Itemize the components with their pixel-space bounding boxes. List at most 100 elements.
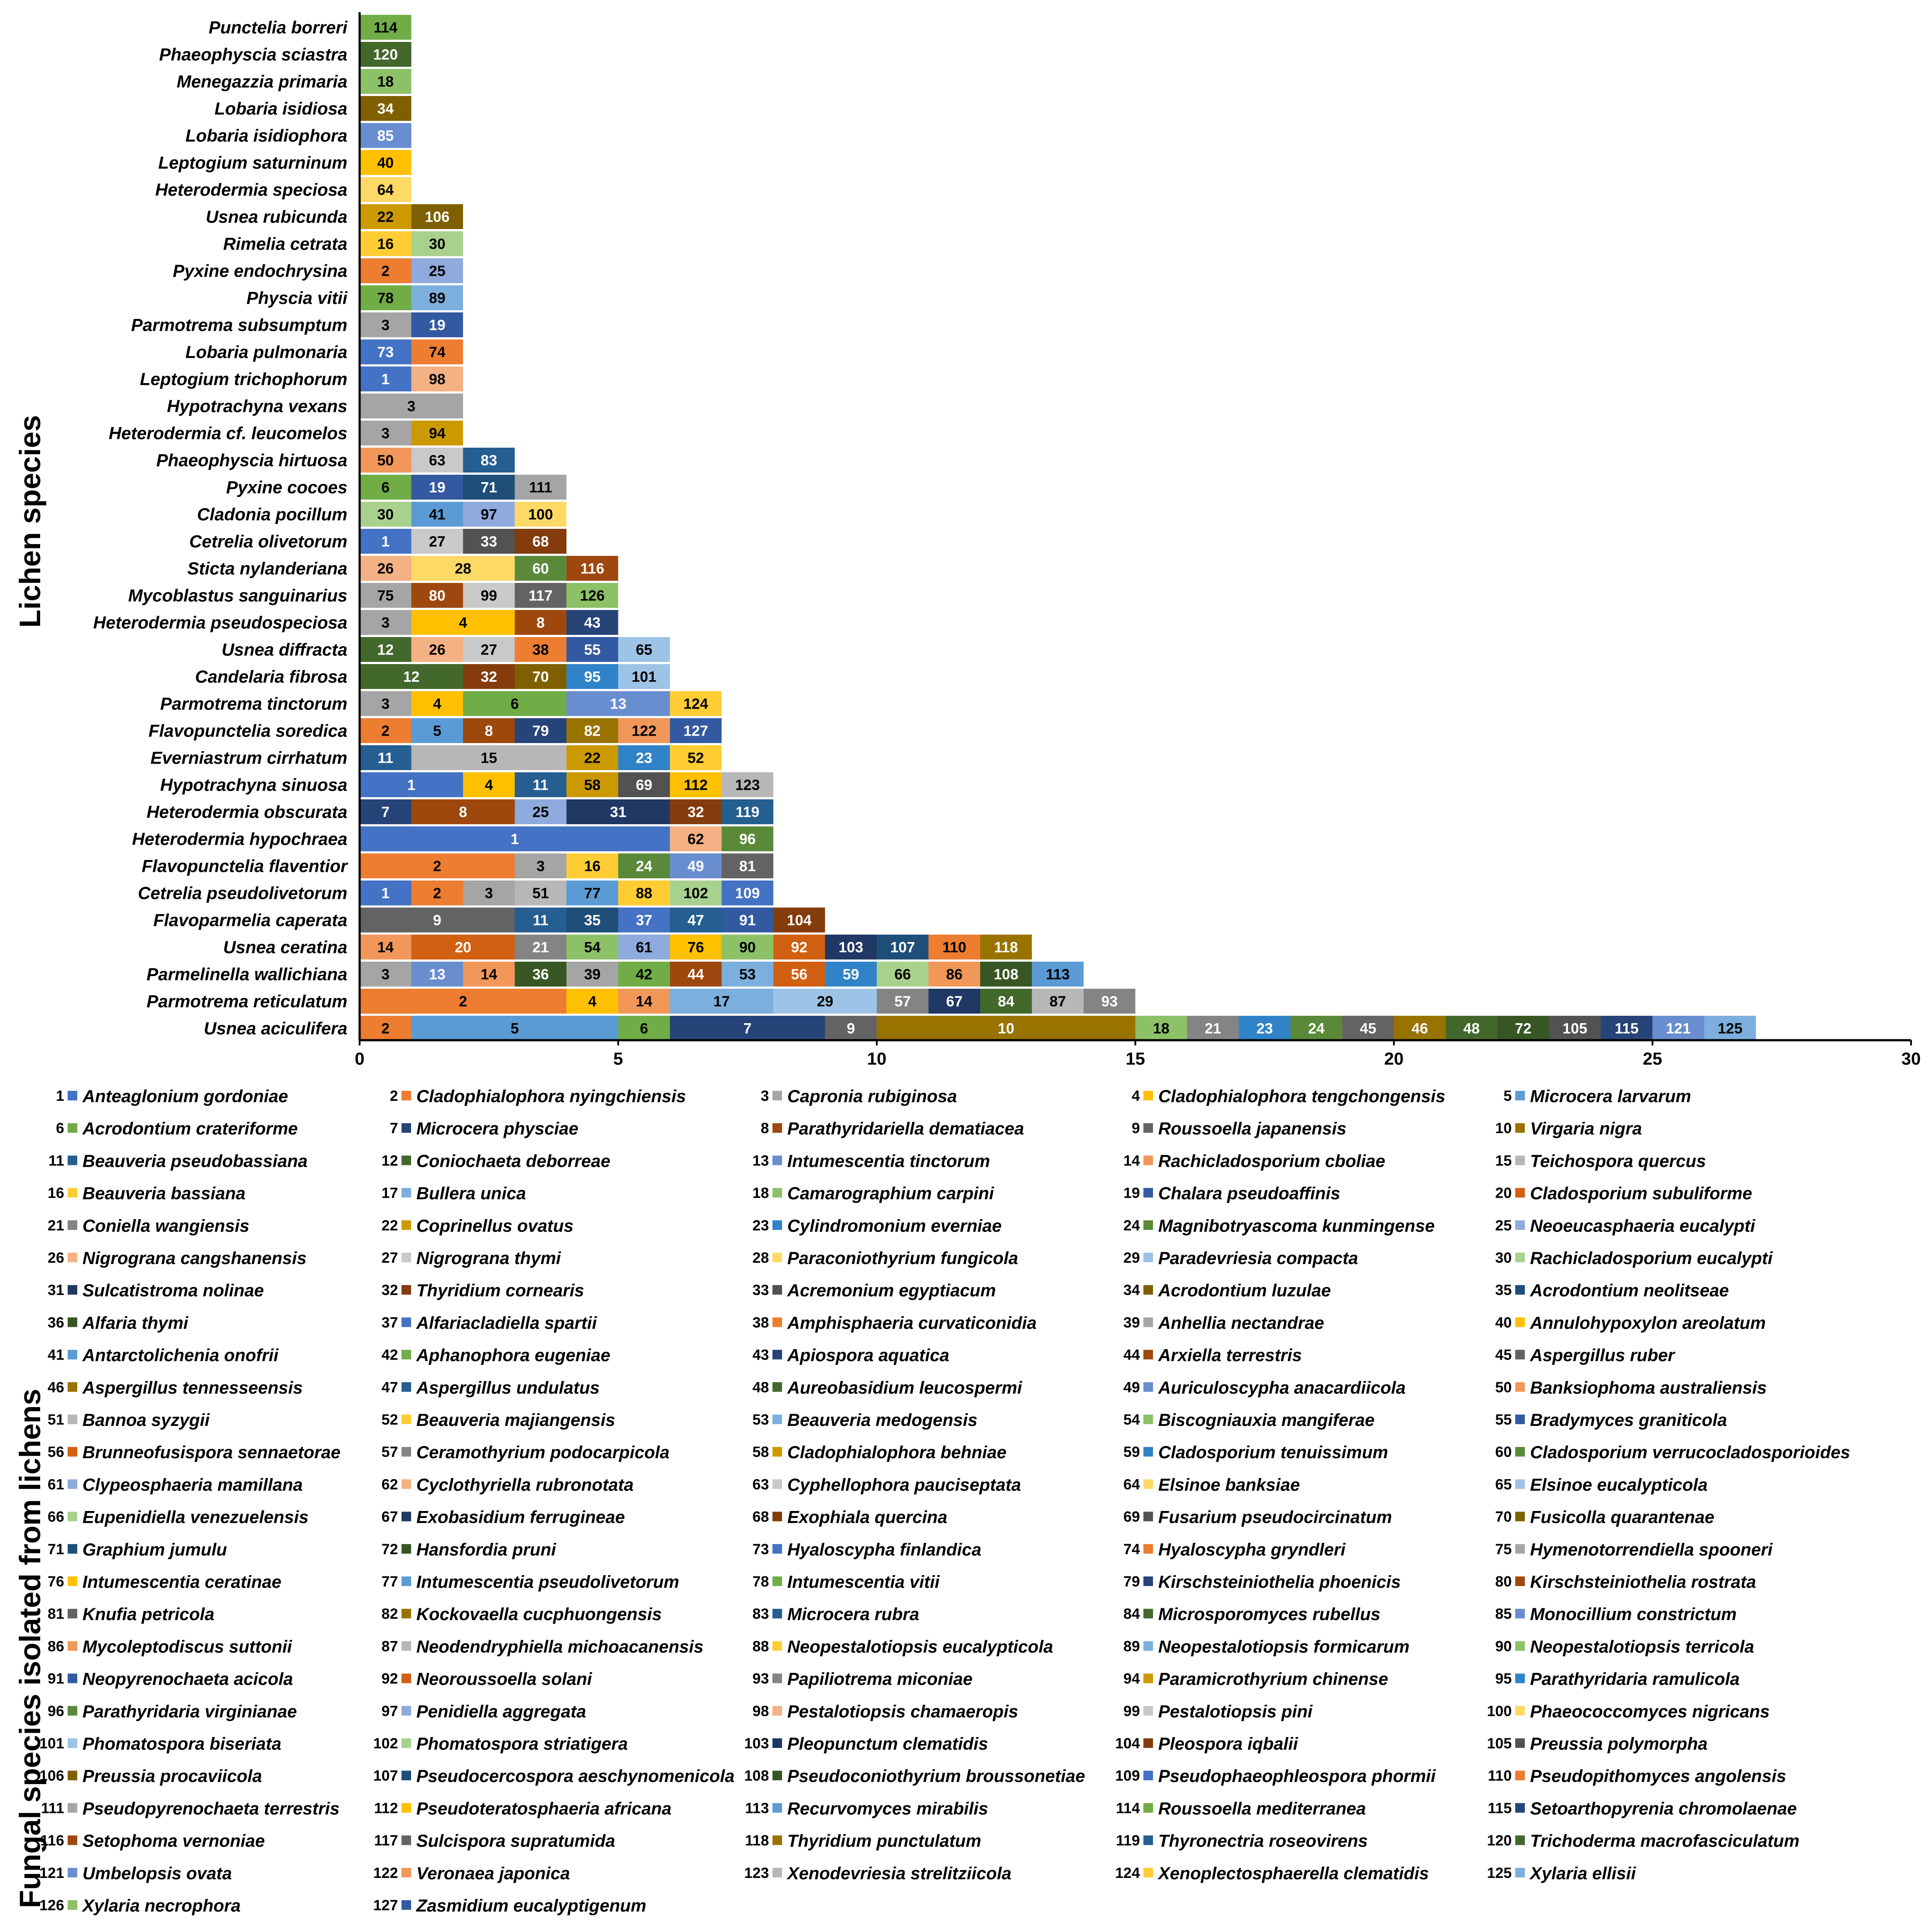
bar-segment bbox=[515, 583, 566, 608]
legend-number: 81 bbox=[48, 1606, 64, 1622]
legend-number: 30 bbox=[1495, 1250, 1512, 1266]
legend-swatch bbox=[401, 1835, 411, 1845]
bar-segment-label: 20 bbox=[455, 939, 471, 956]
bar-segment-label: 14 bbox=[377, 939, 394, 956]
bar-segment-label: 3 bbox=[381, 615, 390, 631]
legend-number: 79 bbox=[1123, 1573, 1140, 1590]
bar-segment bbox=[618, 1016, 670, 1041]
bar-segment-label: 68 bbox=[532, 534, 549, 550]
bar-segment bbox=[1239, 1016, 1290, 1041]
bar-segment-label: 77 bbox=[584, 885, 601, 902]
legend-swatch bbox=[1515, 1220, 1525, 1230]
bar-segment bbox=[670, 1016, 825, 1041]
legend-swatch bbox=[1143, 1382, 1153, 1392]
bar-segment-label: 30 bbox=[429, 236, 446, 253]
legend-number: 48 bbox=[752, 1379, 769, 1396]
legend-swatch bbox=[1515, 1415, 1525, 1424]
bar-segment bbox=[670, 772, 722, 797]
legend-swatch bbox=[1143, 1511, 1153, 1521]
legend-swatch bbox=[1515, 1771, 1525, 1781]
bar-segment bbox=[360, 962, 412, 987]
legend-label: Kirschsteiniothelia rostrata bbox=[1530, 1573, 1756, 1592]
legend-label: Phomatospora biseriata bbox=[82, 1734, 281, 1754]
bar-segment-label: 94 bbox=[429, 425, 446, 442]
bar-segment-label: 41 bbox=[429, 507, 446, 523]
legend-label: Neodendryphiella michoacanensis bbox=[416, 1637, 703, 1656]
bar-segment bbox=[360, 772, 463, 797]
legend-number: 43 bbox=[752, 1347, 769, 1364]
bar-segment bbox=[980, 962, 1032, 987]
bar-segment bbox=[411, 583, 463, 608]
legend-swatch bbox=[772, 1285, 782, 1295]
legend-number: 107 bbox=[373, 1768, 398, 1784]
bar-segment bbox=[566, 718, 618, 743]
bar-segment-label: 19 bbox=[429, 480, 446, 496]
bar-segment-label: 89 bbox=[429, 290, 446, 307]
bar-segment bbox=[1394, 1016, 1446, 1041]
bar-segment-label: 50 bbox=[377, 452, 394, 469]
bar-segment-label: 4 bbox=[588, 994, 597, 1010]
legend-number: 16 bbox=[48, 1185, 64, 1202]
bar-segment bbox=[1032, 989, 1084, 1014]
legend-number: 120 bbox=[1487, 1833, 1512, 1849]
bar-segment bbox=[721, 881, 773, 905]
legend-label: Intumescentia ceratinae bbox=[82, 1573, 281, 1592]
legend-swatch bbox=[1515, 1609, 1525, 1619]
bar-segment-label: 2 bbox=[381, 1021, 390, 1037]
bar-segment bbox=[566, 583, 618, 608]
legend-number: 93 bbox=[752, 1671, 769, 1687]
bar-segment-label: 58 bbox=[584, 777, 601, 794]
bar-segment bbox=[618, 718, 670, 743]
legend-number: 8 bbox=[761, 1120, 769, 1137]
bar-segment bbox=[411, 231, 463, 256]
bar-segment bbox=[463, 718, 515, 743]
legend-label: Paramicrothyrium chinense bbox=[1158, 1670, 1388, 1689]
bar-segment bbox=[360, 1016, 412, 1041]
bar-segment-label: 82 bbox=[584, 723, 601, 740]
legend-number: 86 bbox=[48, 1638, 64, 1655]
bar-segment bbox=[515, 962, 566, 987]
bar-segment-label: 51 bbox=[532, 885, 549, 902]
legend-number: 127 bbox=[373, 1897, 398, 1914]
legend-label: Neoeucasphaeria eucalypti bbox=[1530, 1216, 1756, 1236]
legend-label: Knufia petricola bbox=[82, 1605, 214, 1624]
bar-segment bbox=[360, 448, 412, 473]
bar-segment-label: 85 bbox=[377, 128, 394, 144]
bar-segment-label: 103 bbox=[838, 939, 863, 956]
bar-segment bbox=[463, 502, 515, 527]
legend-label: Neopyrenochaeta acicola bbox=[82, 1670, 293, 1689]
bar-segment bbox=[980, 989, 1032, 1014]
legend-swatch bbox=[772, 1835, 782, 1845]
bar-segment bbox=[411, 285, 463, 310]
bar-segment bbox=[411, 637, 463, 662]
bar-segment-label: 104 bbox=[787, 912, 812, 929]
legend-swatch bbox=[401, 1511, 411, 1521]
legend-label: Microcera larvarum bbox=[1530, 1087, 1691, 1106]
legend-swatch bbox=[1143, 1544, 1153, 1554]
bar-segment-label: 24 bbox=[1308, 1021, 1325, 1037]
x-tick-label: 10 bbox=[867, 1049, 887, 1069]
legend-number: 34 bbox=[1123, 1282, 1140, 1299]
bar-segment bbox=[360, 610, 412, 635]
legend-number: 6 bbox=[56, 1120, 64, 1137]
legend-label: Intumescentia tinctorum bbox=[787, 1151, 990, 1171]
legend-label: Preussia procaviicola bbox=[82, 1767, 262, 1786]
legend-swatch bbox=[772, 1511, 782, 1521]
bar-segment-label: 40 bbox=[377, 155, 394, 171]
legend-swatch bbox=[401, 1382, 411, 1392]
legend-number: 29 bbox=[1123, 1250, 1140, 1266]
legend-swatch bbox=[772, 1771, 782, 1781]
legend-label: Exobasidium ferrugineae bbox=[416, 1508, 625, 1527]
legend-number: 84 bbox=[1123, 1606, 1140, 1622]
legend-label: Paraconiothyrium fungicola bbox=[787, 1249, 1018, 1268]
bar-segment-label: 12 bbox=[403, 669, 420, 685]
legend-label: Penidiella aggregata bbox=[416, 1702, 586, 1721]
bar-segment bbox=[360, 231, 412, 256]
legend-number: 60 bbox=[1495, 1444, 1512, 1460]
legend-swatch bbox=[68, 1155, 77, 1165]
legend-label: Hymenotorrendiella spooneri bbox=[1530, 1540, 1773, 1559]
legend-number: 45 bbox=[1495, 1347, 1512, 1364]
bar-segment-label: 75 bbox=[377, 588, 394, 604]
bar-segment-label: 33 bbox=[480, 534, 497, 550]
